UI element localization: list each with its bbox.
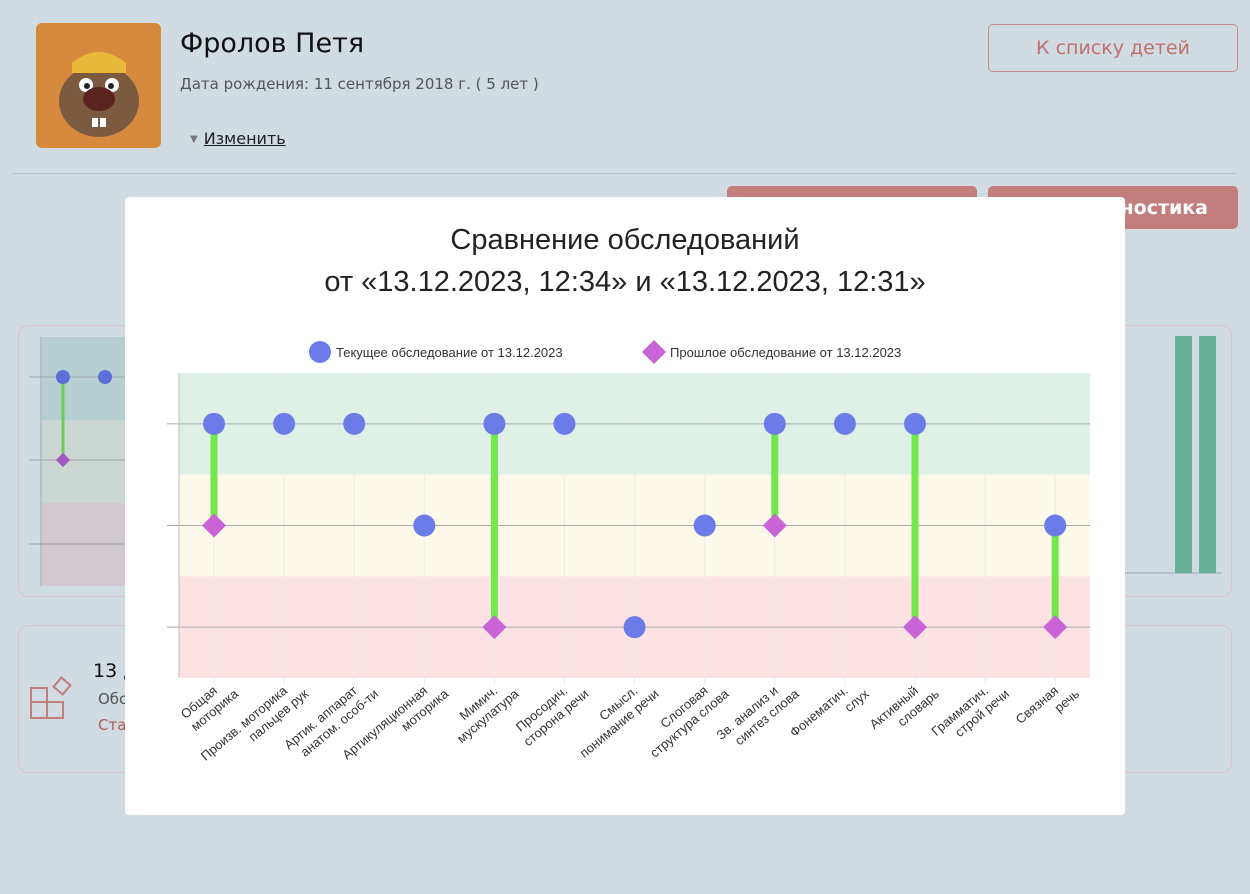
previous-point [482, 615, 507, 640]
title-line-1: Сравнение обследований [450, 224, 800, 256]
child-name: Фролов Петя [180, 28, 365, 59]
edit-link[interactable]: Изменить [203, 129, 286, 148]
current-point [413, 514, 436, 537]
current-point [1044, 514, 1067, 537]
x-tick-label: Зв. анализ исинтез слова [713, 673, 802, 755]
previous-point [202, 513, 226, 538]
modal-title: Сравнение обследований от «13.12.2023, 1… [125, 219, 1125, 303]
current-point [343, 412, 366, 435]
puzzle-icon [30, 676, 72, 719]
previous-point [903, 615, 927, 640]
legend-current-marker [309, 341, 331, 363]
caret-down-icon: ▼ [190, 134, 198, 145]
x-tick-label: Связнаяречь [1013, 674, 1083, 739]
x-tick-label: Активныйсловарь [867, 674, 943, 744]
previous-point [1043, 615, 1068, 640]
current-point [553, 412, 576, 435]
comparison-modal: Сравнение обследований от «13.12.2023, 1… [125, 197, 1125, 815]
comparison-chart: Текущее обследование от 13.12.2023 Прошло… [167, 340, 1090, 774]
mini-band-mid [42, 420, 132, 503]
current-point [763, 412, 786, 435]
child-avatar [36, 23, 161, 148]
x-tick-label: Мимич.мускулатура [444, 673, 522, 746]
birth-date: Дата рождения: 11 сентября 2018 г. ( 5 л… [180, 75, 539, 93]
previous-point [762, 513, 787, 538]
x-tick-label: Артик. аппаратанатом. особ-ти [281, 674, 381, 765]
current-point [693, 514, 716, 537]
edit-toggle[interactable]: ▼ Изменить [190, 129, 286, 148]
back-to-list-button[interactable]: К списку детей [988, 24, 1238, 72]
current-point [203, 412, 225, 435]
x-tick-label: Фонематич.слух [787, 673, 872, 752]
x-tick-label: Артикуляционнаямоторика [339, 673, 451, 774]
current-point [623, 616, 646, 639]
title-line-2: от «13.12.2023, 12:34» и «13.12.2023, 12… [324, 266, 926, 298]
current-point [273, 412, 296, 435]
current-point [833, 412, 856, 435]
legend-current-label: Текущее обследование от 13.12.2023 [336, 345, 563, 360]
exam-type: Обс [98, 690, 128, 708]
legend-previous-marker [642, 340, 666, 364]
x-tick-label: Просодич.сторона речи [510, 674, 591, 749]
current-point [483, 412, 506, 435]
legend-previous-label: Прошлое обследование от 13.12.2023 [670, 345, 901, 360]
x-tick-label: Грамматич.строй речи [928, 674, 1012, 751]
divider [13, 173, 1237, 174]
mini-bar [1175, 336, 1192, 573]
mini-bar [1199, 336, 1216, 573]
beaver-icon [59, 52, 139, 137]
current-point [904, 412, 926, 435]
